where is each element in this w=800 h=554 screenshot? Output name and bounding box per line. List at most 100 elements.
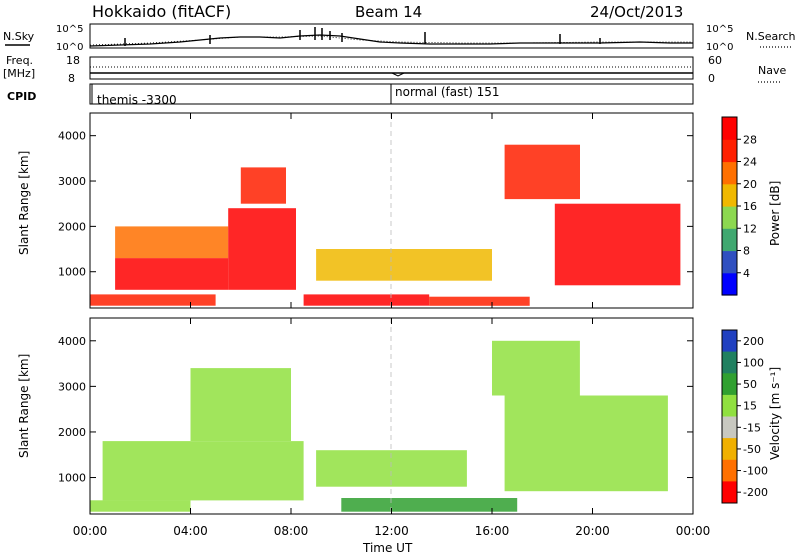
power-colorbar-tick-label: 8 [743,245,750,258]
velocity-colorbar-cell [722,330,737,353]
nave-tick-top: 60 [708,54,722,67]
vel-region-5 [492,340,580,396]
power-region-4 [90,294,216,306]
vel-ytick-label: 3000 [58,380,86,393]
time-tick-label: 04:00 [173,524,208,538]
nsky-spikes [124,27,601,46]
nave-tick-bottom: 0 [708,72,715,85]
power-colorbar-cell [722,161,737,185]
velocity-colorbar-tick-label: 200 [743,335,764,348]
power-ytick-label: 4000 [58,130,86,143]
vel-region-4 [504,395,668,492]
time-tick-label: 00:00 [676,524,711,538]
power-region-0 [115,258,229,290]
noise-panel: N.Sky 10^5 10^0 10^5 10^0 N.Search [3,23,796,53]
cpid-mode-normal: normal (fast) 151 [395,85,499,99]
power-region-2 [228,208,296,290]
velocity-yticks: 1000 2000 3000 4000 [58,335,693,485]
power-colorbar-ticks: 4 8 12 16 20 24 28 [737,133,757,280]
power-region-6 [429,296,530,306]
vel-region-2 [316,450,467,487]
power-ytick-label: 1000 [58,266,86,279]
vel-region-6 [90,500,191,512]
nsky-trace [89,34,693,47]
power-colorbar-tick-label: 28 [743,133,757,146]
power-colorbar-cell [722,117,737,140]
velocity-marks [90,340,668,512]
velocity-colorbar-cell [722,438,737,461]
freq-tick-bottom: 8 [68,72,75,85]
velocity-colorbar-tick-label: -200 [743,486,768,499]
nsearch-label: N.Search [746,30,796,43]
power-colorbar-tick-label: 16 [743,200,757,213]
velocity-colorbar-tick-label: 100 [743,356,764,369]
cpid-mode-themis: themis -3300 [97,93,177,107]
velocity-colorbar: 200 100 50 15 -15 -50 -100 -200 Velocity [m s⁻¹… [721,329,782,504]
velocity-colorbar-tick-label: -100 [743,465,768,478]
power-colorbar-cell [722,139,737,163]
power-region-7 [316,249,492,281]
power-region-8 [504,144,580,200]
time-tick-label: 20:00 [575,524,610,538]
velocity-panel: 1000 2000 3000 4000 00:00 04:00 08:00 12:00 16:… [17,317,711,554]
power-colorbar-label: Power [dB] [768,181,782,246]
power-region-3 [240,167,286,204]
date-label: 24/Oct/2013 [590,3,683,21]
power-colorbar-tick-label: 24 [743,156,757,169]
velocity-colorbar-cell [722,351,737,374]
power-region-1 [115,226,229,259]
vel-region-1 [190,368,291,441]
cpid-label: CPID [7,90,36,103]
velocity-colorbar-cells [722,330,737,504]
nsky-tick-top: 10^5 [56,24,83,35]
power-region-9 [554,203,681,286]
beam-label: Beam 14 [355,3,422,21]
velocity-colorbar-tick-label: -15 [743,421,761,434]
power-marks [90,144,681,306]
power-colorbar-cells [722,117,737,296]
power-colorbar-cell [722,250,737,274]
power-ylabel: Slant Range [km] [17,151,31,255]
vel-ytick-label: 1000 [58,472,86,485]
nsearch-trace [89,35,693,46]
vel-region-0 [102,441,304,501]
velocity-colorbar-cell [722,373,737,396]
power-ytick-label: 3000 [58,175,86,188]
freq-panel: Freq. [MHz] 18 8 60 0 Nave [3,54,786,85]
nave-label: Nave [758,64,786,77]
time-tick-label: 16:00 [475,524,510,538]
power-colorbar-cell [722,272,737,296]
velocity-colorbar-tick-label: 50 [743,378,757,391]
power-panel: 1000 2000 3000 4000 Slant Range [km] [17,112,694,309]
time-tick-label: 08:00 [274,524,309,538]
power-colorbar-tick-label: 20 [743,178,757,191]
power-colorbar-tick-label: 4 [743,267,750,280]
vel-region-3 [341,498,518,512]
nsky-label: N.Sky [3,30,35,43]
velocity-ylabel: Slant Range [km] [17,354,31,458]
power-ytick-label: 2000 [58,220,86,233]
power-region-5 [303,294,430,306]
station-title: Hokkaido (fitACF) [92,2,231,21]
nsearch-tick-bottom: 10^0 [706,42,733,53]
vel-ytick-label: 2000 [58,426,86,439]
velocity-colorbar-cell [722,394,737,417]
freq-tick-top: 18 [66,54,80,67]
velocity-colorbar-ticks: 200 100 50 15 -15 -50 -100 -200 [737,335,768,499]
nsky-tick-bottom: 10^0 [56,42,83,53]
power-colorbar: 4 8 12 16 20 24 28 Power [dB] [721,116,782,296]
vel-ytick-label: 4000 [58,335,86,348]
power-yticks: 1000 2000 3000 4000 [58,113,694,308]
velocity-colorbar-label: Velocity [m s⁻¹] [768,367,782,460]
time-tick-label: 12:00 [374,524,409,538]
power-colorbar-cell [722,206,737,229]
velocity-xlabel: Time UT [362,541,413,554]
power-colorbar-tick-label: 12 [743,222,757,235]
velocity-colorbar-cell [722,416,737,439]
velocity-colorbar-tick-label: 15 [743,400,757,413]
power-colorbar-cell [722,228,737,252]
cpid-panel: CPID themis -3300 normal (fast) 151 [7,83,694,107]
time-tick-label: 00:00 [73,524,108,538]
freq-label-line2: [MHz] [3,67,35,80]
